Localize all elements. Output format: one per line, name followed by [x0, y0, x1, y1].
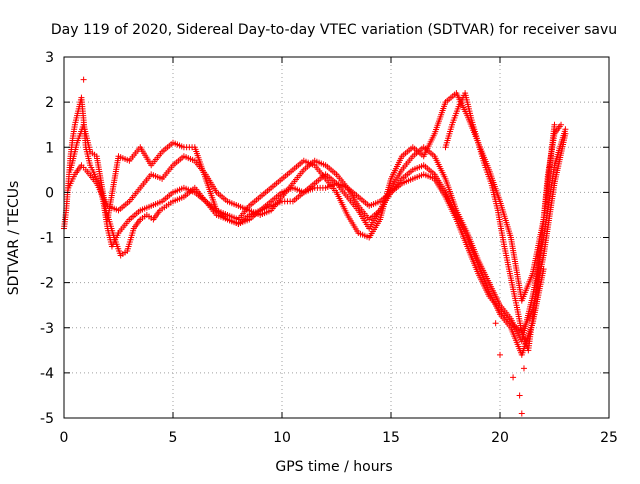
x-axis-label: GPS time / hours	[275, 459, 392, 475]
y-axis-label: SDTVAR / TECUs	[6, 181, 22, 296]
data-point	[492, 320, 499, 327]
data-layer	[61, 76, 569, 417]
x-tick-label: 25	[600, 430, 618, 446]
y-tick-label: -3	[40, 321, 54, 337]
x-tick-label: 5	[169, 430, 178, 446]
y-tick-label: 3	[45, 50, 54, 66]
y-tick-label: 1	[45, 140, 54, 156]
data-point	[80, 76, 87, 83]
series-track-e	[442, 90, 565, 354]
y-tick-label: -1	[40, 231, 54, 247]
data-point	[518, 410, 525, 417]
data-point	[562, 126, 569, 133]
x-tick-label: 10	[273, 430, 291, 446]
axis-ticks: 0 5 10 15 20 25 -5 -4 -3 -2 -1 0 1 2 3	[40, 50, 618, 446]
y-tick-label: -2	[40, 276, 54, 292]
x-tick-label: 20	[491, 430, 509, 446]
data-point	[540, 266, 547, 273]
data-point	[551, 121, 558, 128]
data-point	[516, 392, 523, 399]
data-point	[497, 351, 503, 358]
chart-title: Day 119 of 2020, Sidereal Day-to-day VTE…	[51, 22, 617, 38]
y-tick-label: 0	[45, 185, 54, 201]
series-outliers	[80, 76, 530, 417]
data-point	[510, 374, 517, 381]
data-point	[520, 365, 527, 372]
data-point	[523, 338, 530, 345]
y-tick-label: -4	[40, 366, 54, 382]
x-tick-label: 15	[382, 430, 400, 446]
x-tick-label: 0	[60, 430, 69, 446]
data-point	[558, 121, 565, 128]
y-tick-label: 2	[45, 95, 54, 111]
y-tick-label: -5	[40, 411, 54, 427]
